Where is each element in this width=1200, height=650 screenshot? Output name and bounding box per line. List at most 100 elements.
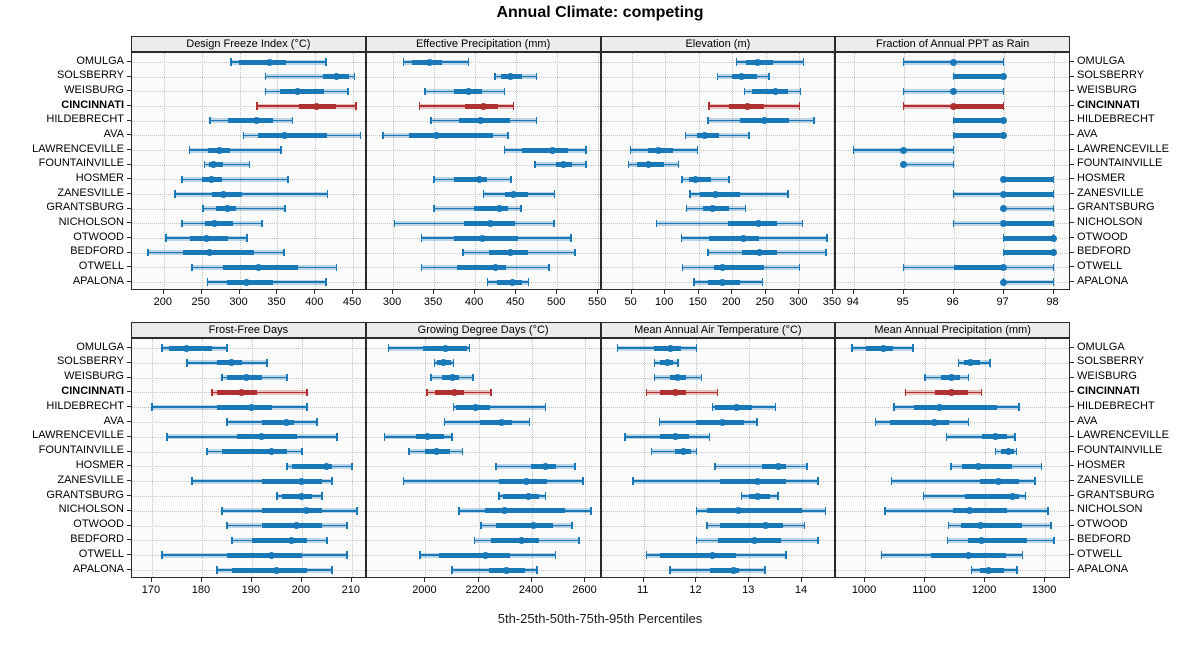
- y-tick-left: [127, 90, 131, 92]
- whisker-cap-95th: [1002, 58, 1005, 66]
- median-dot: [541, 462, 549, 470]
- whisker-cap-5th: [711, 403, 714, 411]
- city-label-right-weisburg: WEISBURG: [1077, 370, 1137, 383]
- iqr-bar-25-75: [495, 523, 553, 529]
- median-dot: [879, 344, 887, 352]
- median-dot: [1000, 175, 1008, 183]
- whisker-cap-5th: [242, 131, 245, 140]
- x-tick: [433, 290, 435, 294]
- whisker-cap-5th: [852, 146, 855, 154]
- y-tick-right: [1070, 193, 1074, 194]
- y-tick-left: [127, 134, 131, 136]
- grid-line-x: [201, 339, 203, 577]
- whisker-cap-95th: [535, 116, 538, 125]
- y-tick-right: [1070, 149, 1074, 150]
- whisker-cap-95th: [461, 447, 463, 456]
- iqr-bar-25-75: [281, 493, 312, 499]
- median-dot: [1000, 219, 1008, 227]
- whisker-cap-5th: [393, 219, 396, 228]
- median-dot: [268, 551, 276, 559]
- x-tick: [664, 290, 666, 294]
- whisker-cap-5th: [211, 388, 213, 397]
- x-tick: [300, 578, 302, 582]
- x-tick-label: 12: [689, 584, 702, 596]
- whisker-cap-95th: [570, 234, 572, 242]
- median-dot: [258, 433, 266, 441]
- iqr-bar-25-75: [752, 88, 788, 94]
- median-dot: [936, 403, 944, 411]
- x-tick: [695, 578, 697, 582]
- city-label-left-otwell: OTWELL: [78, 547, 124, 560]
- y-tick-right: [1070, 75, 1074, 77]
- x-tick-label: 94: [846, 296, 859, 308]
- strip-title: Elevation (m): [685, 38, 751, 50]
- median-dot: [753, 492, 761, 500]
- y-tick-left: [127, 554, 131, 556]
- median-dot: [252, 117, 260, 125]
- iqr-bar-25-75: [457, 264, 507, 270]
- whisker-cap-5th: [681, 175, 683, 184]
- grid-line-y: [601, 451, 835, 453]
- panel-mean-annual-air-temperature: [600, 338, 836, 578]
- iqr-bar-25-75: [261, 478, 322, 484]
- iqr-bar-25-75: [713, 264, 765, 270]
- whisker-cap-95th: [813, 116, 815, 125]
- whisker-cap-5th: [161, 344, 163, 352]
- median-dot: [700, 131, 708, 139]
- city-label-right-cincinnati: CINCINNATI: [1077, 384, 1140, 397]
- y-tick-left: [127, 222, 131, 224]
- x-tick: [852, 290, 854, 294]
- whisker-cap-95th: [1034, 477, 1036, 485]
- x-tick: [238, 290, 240, 294]
- median-dot: [900, 161, 908, 169]
- x-tick-label: 300: [382, 296, 402, 308]
- city-label-left-weisburg: WEISBURG: [64, 83, 124, 96]
- median-dot: [1000, 205, 1008, 213]
- whisker-cap-95th: [246, 234, 248, 242]
- whisker-cap-5th: [735, 58, 738, 66]
- y-tick-left: [127, 193, 131, 194]
- y-tick-left: [127, 347, 131, 348]
- median-dot: [273, 566, 281, 574]
- whisker-cap-95th: [1002, 102, 1005, 110]
- city-label-left-zanesville: ZANESVILLE: [57, 186, 124, 199]
- median-dot: [268, 448, 276, 456]
- median-dot: [671, 388, 679, 396]
- median-dot: [496, 205, 504, 213]
- median-dot: [991, 433, 999, 441]
- y-tick-right: [1070, 361, 1074, 363]
- median-dot: [760, 117, 768, 125]
- median-dot: [448, 374, 456, 382]
- city-label-right-otwood: OTWOOD: [1077, 518, 1128, 531]
- y-tick-left: [127, 391, 131, 393]
- whisker-cap-95th: [1052, 263, 1055, 272]
- whisker-cap-95th: [553, 219, 555, 228]
- whisker-cap-95th: [1052, 219, 1055, 228]
- whisker-cap-5th: [202, 204, 204, 213]
- city-label-left-omulga: OMULGA: [76, 340, 124, 353]
- median-dot: [517, 536, 525, 544]
- city-label-right-grantsburg: GRANTSBURG: [1077, 201, 1155, 214]
- whisker-cap-5th: [420, 234, 423, 242]
- whisker-cap-95th: [1040, 462, 1043, 471]
- grid-line-y: [132, 238, 365, 239]
- city-label-left-lawrenceville: LAWRENCEVILLE: [32, 429, 124, 442]
- panel-fraction-ppt-as-rain: [835, 52, 1070, 290]
- iqr-bar-25-75: [183, 250, 254, 256]
- whisker-line-5-95: [211, 391, 307, 394]
- median-dot: [666, 344, 674, 352]
- whisker-cap-95th: [544, 492, 547, 500]
- iqr-bar-25-75: [914, 404, 997, 410]
- whisker-cap-95th: [291, 116, 294, 125]
- whisker-cap-95th: [536, 566, 538, 574]
- y-tick-right: [1070, 163, 1074, 165]
- median-dot: [994, 477, 1002, 485]
- y-tick-right: [1070, 554, 1074, 556]
- panel-strip-fraction-ppt-as-rain: Fraction of Annual PPT as Rain: [835, 36, 1070, 52]
- whisker-cap-95th: [774, 403, 777, 411]
- y-tick-left: [127, 435, 131, 437]
- y-tick-right: [1070, 237, 1074, 238]
- iqr-bar-25-75: [521, 147, 568, 153]
- whisker-line-5-95: [189, 149, 282, 151]
- whisker-cap-95th: [952, 160, 955, 169]
